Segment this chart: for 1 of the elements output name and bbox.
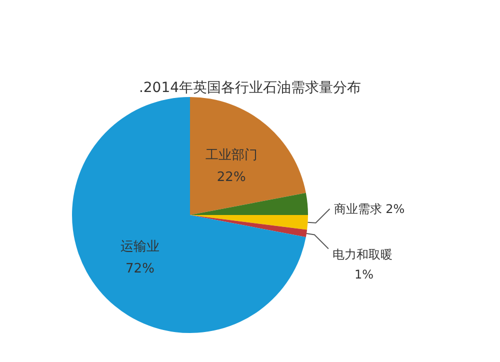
title: .2014年英国各行业石油需求量分布 <box>138 80 362 96</box>
